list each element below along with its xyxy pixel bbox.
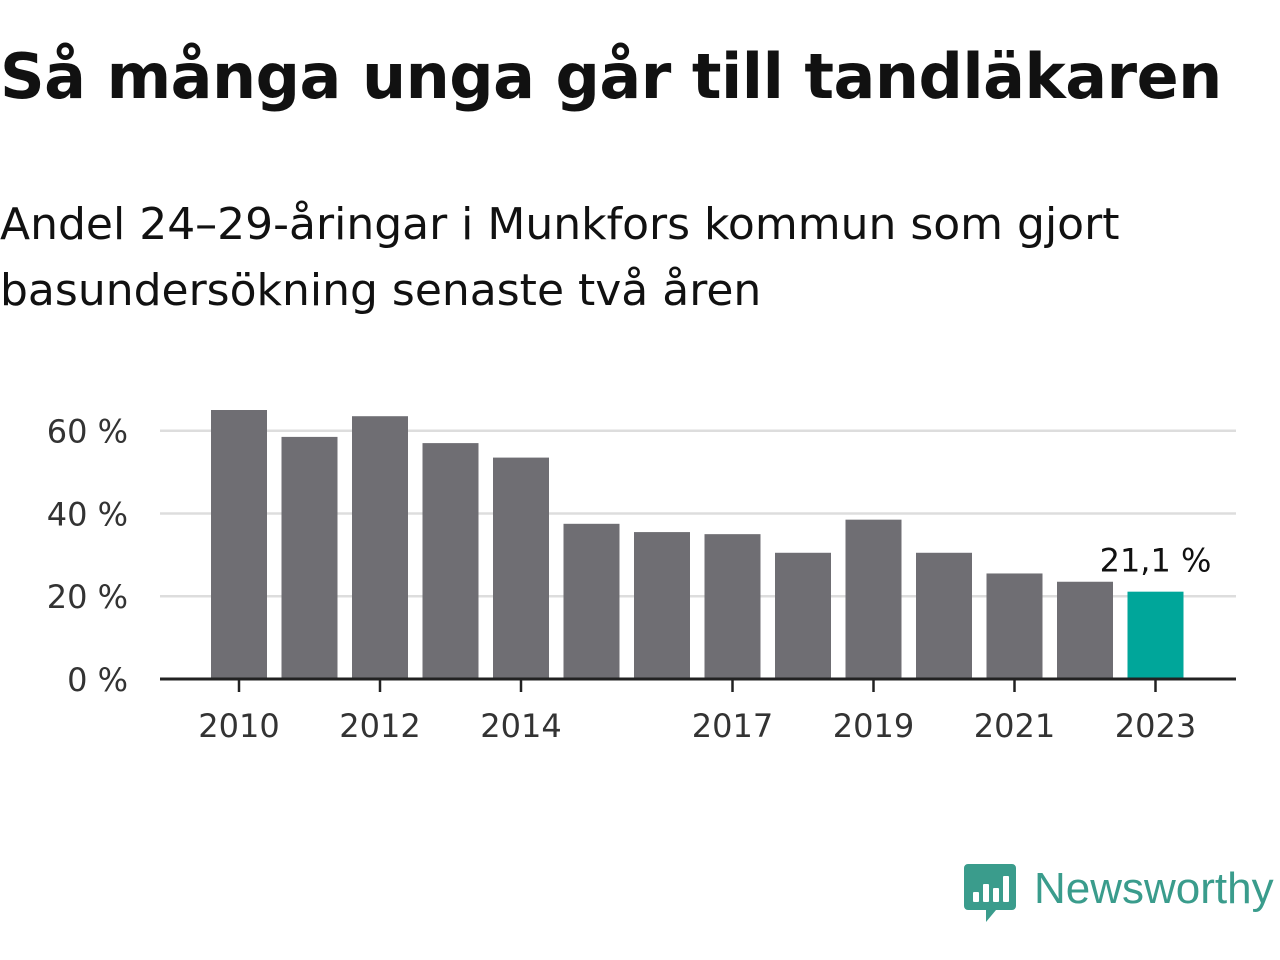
bar bbox=[1127, 591, 1184, 679]
chart-subtitle: Andel 24–29-åringar i Munkfors kommun so… bbox=[0, 199, 1120, 316]
bar bbox=[563, 523, 620, 679]
brand-name: Newsworthy bbox=[1034, 864, 1274, 913]
newsworthy-logo: Newsworthy bbox=[964, 862, 1274, 926]
y-tick-label: 60 % bbox=[47, 413, 128, 451]
bar bbox=[1057, 581, 1113, 679]
bar bbox=[211, 410, 267, 679]
x-axis bbox=[160, 677, 1236, 692]
bar bbox=[352, 416, 408, 679]
x-tick-label: 2012 bbox=[339, 707, 420, 745]
y-tick-label: 40 % bbox=[47, 495, 128, 533]
bar-chart-logo-icon bbox=[964, 864, 1016, 922]
x-axis-labels: 2010 2012 2014 2017 2019 2021 2023 bbox=[198, 707, 1196, 745]
x-tick-label: 2010 bbox=[198, 707, 279, 745]
x-tick-label: 2019 bbox=[833, 707, 914, 745]
bar bbox=[281, 436, 338, 679]
x-tick-label: 2017 bbox=[692, 707, 773, 745]
bar bbox=[634, 532, 690, 679]
bar bbox=[986, 573, 1043, 679]
bars bbox=[211, 410, 1184, 679]
bar bbox=[704, 534, 761, 679]
x-tick-label: 2021 bbox=[974, 707, 1055, 745]
y-tick-label: 0 % bbox=[67, 661, 128, 699]
x-tick-label: 2014 bbox=[480, 707, 561, 745]
annotations: 21,1 % bbox=[1100, 542, 1212, 580]
gridlines bbox=[160, 429, 1236, 598]
y-axis-labels: 0 % 20 % 40 % 60 % bbox=[47, 413, 128, 699]
bar bbox=[845, 519, 902, 679]
x-tick-label: 2023 bbox=[1115, 707, 1196, 745]
bar bbox=[775, 552, 831, 679]
bar bbox=[422, 443, 479, 679]
bar bbox=[493, 457, 549, 679]
bar bbox=[916, 552, 972, 679]
chart-title: Så många unga går till tandläkaren bbox=[0, 40, 1222, 113]
y-tick-label: 20 % bbox=[47, 578, 128, 616]
value-annotation: 21,1 % bbox=[1100, 542, 1212, 580]
